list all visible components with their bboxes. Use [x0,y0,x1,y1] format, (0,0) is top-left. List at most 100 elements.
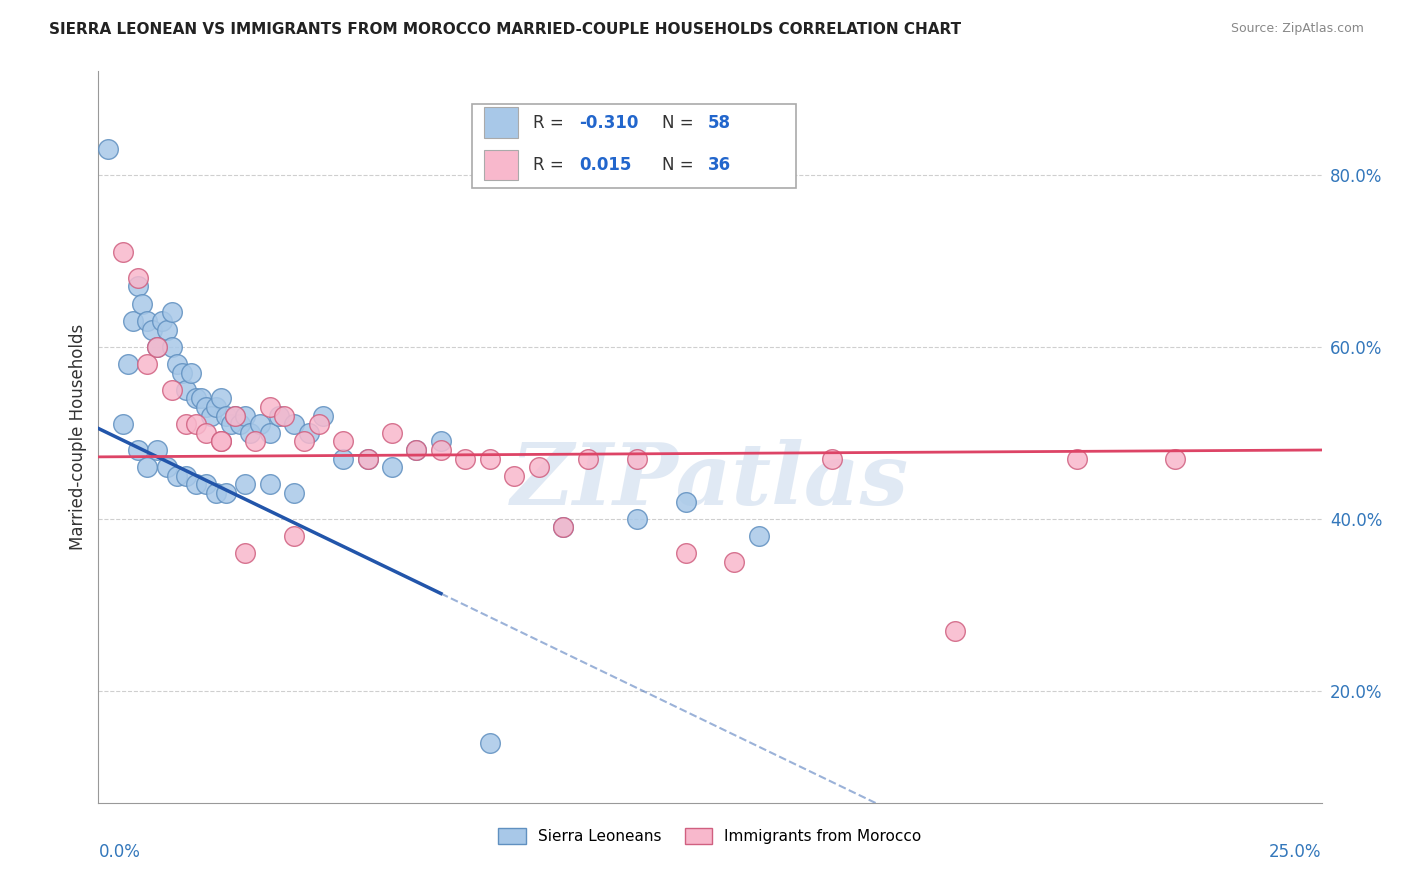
Point [273,409,295,423]
Point [298,425,321,440]
Point [381,460,404,475]
Point [160,383,183,397]
Point [748,529,770,543]
Point [233,546,256,560]
Point [259,425,281,440]
Point [1066,451,1088,466]
Point [821,451,844,466]
Text: N =: N = [662,156,699,174]
Point [186,392,208,406]
Point [195,425,218,440]
Point [205,400,228,414]
Point [239,425,262,440]
Point [214,486,236,500]
Point [233,409,256,423]
Point [430,434,453,449]
Point [312,409,335,423]
Bar [484,107,517,138]
Point [200,409,222,423]
Point [146,442,169,457]
Point [283,486,305,500]
Point [675,494,697,508]
Point [180,366,202,380]
Text: 25.0%: 25.0% [1270,843,1322,861]
Point [283,529,305,543]
Point [136,314,159,328]
Point [176,383,198,397]
Legend: Sierra Leoneans, Immigrants from Morocco: Sierra Leoneans, Immigrants from Morocco [492,822,928,850]
Point [127,279,149,293]
Text: 0.0%: 0.0% [98,843,141,861]
Point [405,442,427,457]
Point [127,442,149,457]
Point [576,451,599,466]
Point [127,271,149,285]
Text: Source: ZipAtlas.com: Source: ZipAtlas.com [1230,22,1364,36]
Point [156,460,179,475]
Point [332,451,354,466]
Point [478,735,501,749]
Point [553,520,575,534]
Point [146,340,169,354]
Point [553,520,575,534]
Point [190,392,212,406]
Point [381,425,404,440]
Text: 58: 58 [707,113,731,131]
Point [243,434,266,449]
Bar [484,150,517,180]
Point [111,245,134,260]
Point [405,442,427,457]
Point [136,460,159,475]
Point [283,417,305,432]
Point [626,512,648,526]
Point [131,296,153,310]
Point [150,314,173,328]
Point [170,366,193,380]
Point [214,409,236,423]
Point [259,400,281,414]
Point [186,477,208,491]
Text: R =: R = [533,156,568,174]
Point [224,409,246,423]
Point [219,417,242,432]
Point [166,357,188,371]
Point [249,417,271,432]
Point [308,417,330,432]
Point [209,392,232,406]
Text: 0.015: 0.015 [579,156,631,174]
Point [160,305,183,319]
Point [195,400,218,414]
Text: 36: 36 [707,156,731,174]
Point [117,357,139,371]
Text: -0.310: -0.310 [579,113,638,131]
Point [292,434,315,449]
Point [943,624,966,638]
Point [527,460,550,475]
Point [111,417,134,432]
Point [209,434,232,449]
Point [156,322,179,336]
Point [160,340,183,354]
Point [176,417,198,432]
Point [259,477,281,491]
Point [195,477,218,491]
Point [224,409,246,423]
Text: R =: R = [533,113,568,131]
Point [141,322,163,336]
Point [478,451,501,466]
Point [675,546,697,560]
FancyBboxPatch shape [471,104,796,188]
Text: N =: N = [662,113,699,131]
Point [233,477,256,491]
Point [503,468,526,483]
Point [136,357,159,371]
Point [269,409,291,423]
Point [430,442,453,457]
Y-axis label: Married-couple Households: Married-couple Households [69,324,87,550]
Point [166,468,188,483]
Point [454,451,477,466]
Point [1164,451,1187,466]
Point [146,340,169,354]
Point [205,486,228,500]
Point [723,555,745,569]
